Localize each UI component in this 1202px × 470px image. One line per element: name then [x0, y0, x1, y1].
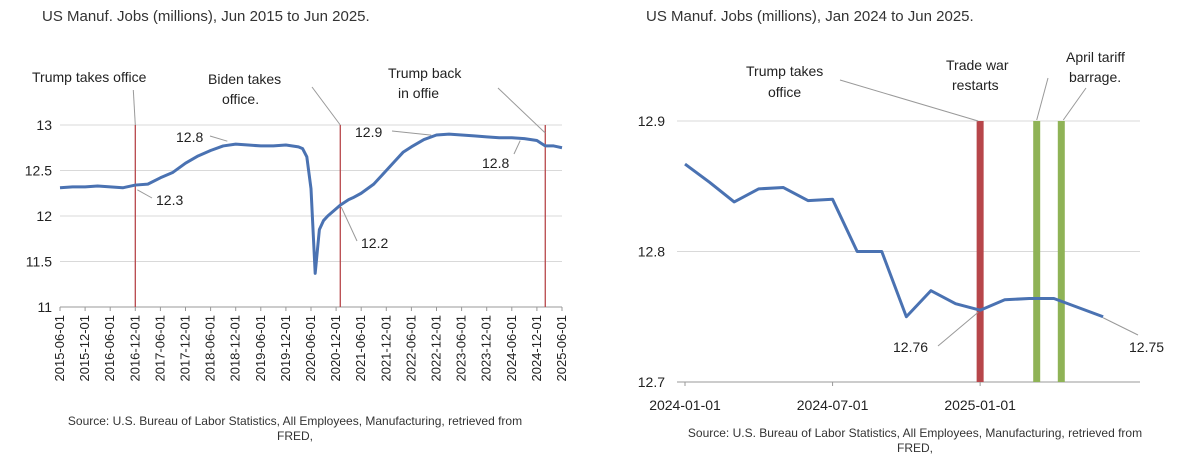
x-tick-label: 2024-01-01	[649, 397, 721, 413]
vline-label: in offie	[398, 85, 439, 101]
x-tick-label: 2019-12-01	[278, 315, 293, 382]
y-tick-label: 13	[36, 117, 52, 133]
vline-label: restarts	[952, 77, 999, 93]
y-tick-label: 12.5	[25, 163, 52, 179]
data-label: 12.3	[156, 192, 183, 208]
label-leader	[513, 140, 521, 155]
y-tick-label: 11	[37, 299, 52, 315]
data-label: 12.76	[893, 339, 928, 355]
jobs-line	[59, 132, 563, 275]
annotation-leader	[1062, 87, 1087, 121]
vline-label: April tariff	[1066, 49, 1125, 65]
y-tick-label: 11.5	[26, 254, 52, 270]
x-tick-label: 2023-06-01	[454, 315, 469, 382]
vline-label: Trump back	[388, 65, 462, 81]
x-tick-label: 2016-06-01	[102, 315, 117, 382]
x-tick-label: 2022-12-01	[429, 315, 444, 382]
data-label: 12.2	[361, 235, 388, 251]
x-tick-label: 2021-12-01	[378, 315, 393, 382]
y-tick-label: 12.7	[638, 374, 665, 390]
vline-label: Trump takes office	[32, 69, 147, 85]
x-tick-label: 2020-06-01	[303, 315, 318, 382]
annotation-leader	[132, 89, 136, 126]
x-tick-label: 2020-12-01	[328, 315, 343, 382]
x-tick-label: 2018-12-01	[228, 315, 243, 382]
event-bar	[1033, 121, 1041, 382]
data-label: 12.9	[355, 124, 382, 140]
x-tick-label: 2024-07-01	[797, 397, 869, 413]
x-tick-label: 2025-06-01	[554, 315, 569, 382]
x-tick-label: 2017-06-01	[152, 315, 167, 382]
event-bar	[976, 121, 984, 382]
x-tick-label: 2015-06-01	[52, 315, 67, 382]
annotation-leader	[497, 87, 546, 134]
y-tick-label: 12.8	[638, 244, 665, 260]
label-leader	[209, 135, 228, 142]
data-label: 12.8	[482, 155, 509, 171]
right-chart-title: US Manuf. Jobs (millions), Jan 2024 to J…	[646, 8, 974, 25]
left-chart-svg: 11 11.5 12 12.5 13 2015-06-01 2015-12-01 2016-0…	[25, 65, 569, 382]
vline-label: Trade war	[946, 57, 1009, 73]
x-tick-label: 2018-06-01	[203, 315, 218, 382]
left-chart-panel: US Manuf. Jobs (millions), Jun 2015 to J…	[0, 0, 600, 470]
x-tick-label: 2015-12-01	[77, 315, 92, 382]
y-tick-label: 12.9	[638, 113, 665, 129]
x-tick-label: 2017-12-01	[178, 315, 193, 382]
left-chart-source: Source: U.S. Bureau of Labor Statistics,…	[67, 414, 523, 443]
right-chart-source: Source: U.S. Bureau of Labor Statistics,…	[687, 426, 1143, 455]
vline-label: barrage.	[1069, 69, 1121, 85]
label-leader	[137, 189, 153, 199]
label-leader	[937, 311, 979, 347]
right-chart-svg: 12.7 12.8 12.9 2024-01-01 2024-07-01 2025-01-…	[638, 49, 1164, 413]
data-label: 12.75	[1129, 339, 1164, 355]
left-chart-title: US Manuf. Jobs (millions), Jun 2015 to J…	[42, 8, 370, 25]
jobs-line	[684, 162, 1104, 319]
event-bar	[1057, 121, 1065, 382]
vline-label: Biden takes	[208, 71, 281, 87]
x-tick-label: 2025-01-01	[944, 397, 1016, 413]
label-leader	[391, 130, 432, 136]
x-tick-label: 2024-12-01	[529, 315, 544, 382]
right-chart-panel: US Manuf. Jobs (millions), Jan 2024 to J…	[600, 0, 1202, 470]
label-leader	[1102, 317, 1139, 336]
x-tick-label: 2019-06-01	[253, 315, 268, 382]
annotation-leader	[1036, 77, 1049, 121]
annotation-leader	[839, 79, 979, 122]
x-tick-label: 2022-06-01	[403, 315, 418, 382]
x-tick-label: 2023-12-01	[479, 315, 494, 382]
x-tick-label: 2021-06-01	[353, 315, 368, 382]
vline-label: Trump takes	[746, 63, 823, 79]
vline-label: office	[768, 84, 801, 100]
x-tick-label: 2024-06-01	[504, 315, 519, 382]
vline-label: office.	[222, 91, 259, 107]
data-label: 12.8	[176, 129, 203, 145]
label-leader	[340, 206, 358, 242]
annotation-leader	[311, 86, 341, 126]
x-tick-label: 2016-12-01	[127, 315, 142, 382]
y-tick-label: 12	[36, 208, 52, 224]
